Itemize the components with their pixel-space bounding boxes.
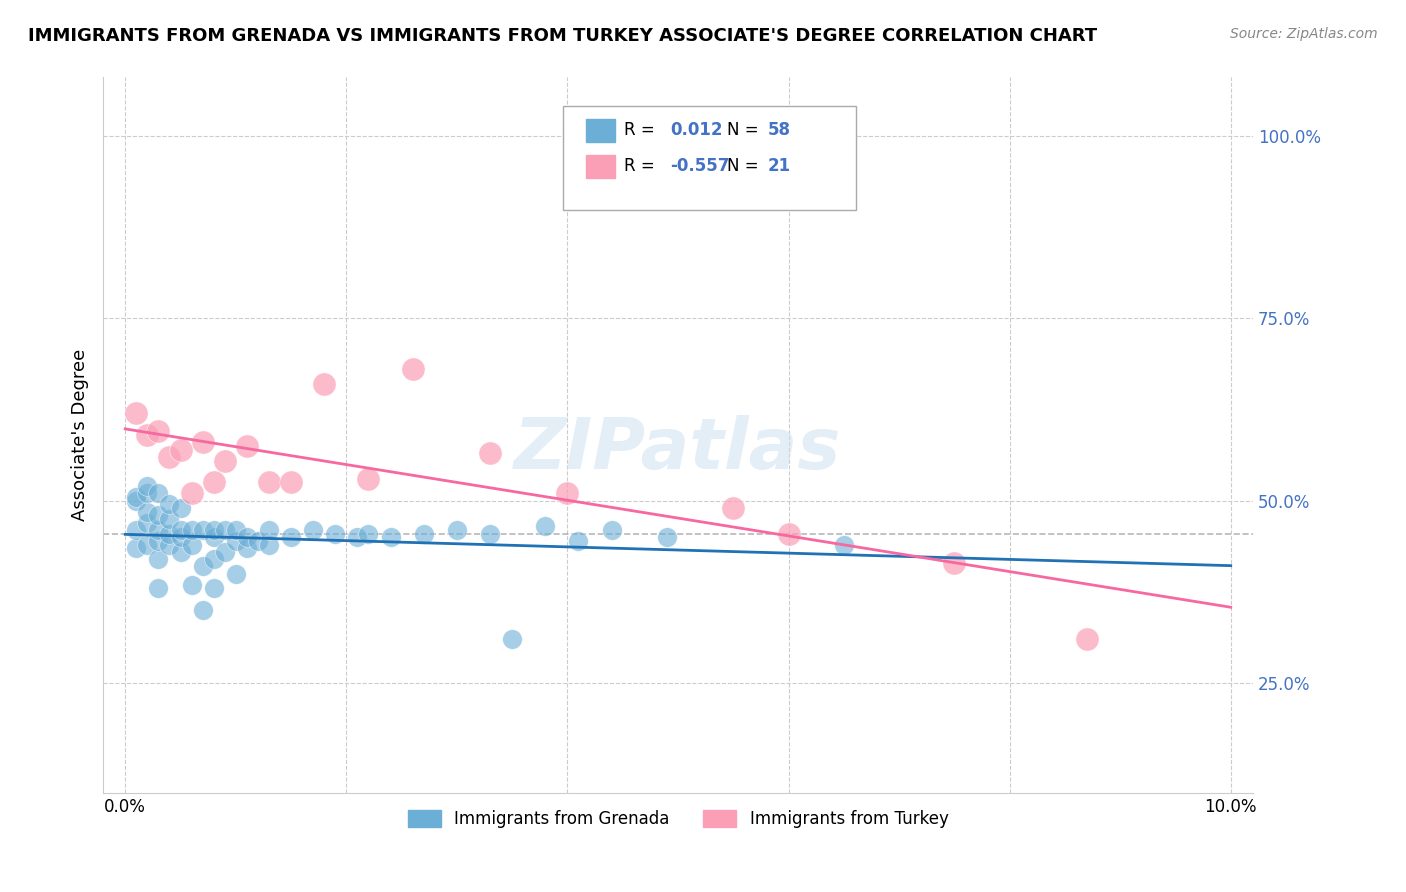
Point [159, 450, 181, 464]
Point [280, 530, 302, 544]
Point [136, 516, 159, 530]
Point [257, 475, 280, 490]
Point [125, 523, 148, 537]
Point [225, 523, 247, 537]
Point [567, 533, 589, 548]
Point [236, 439, 259, 453]
Point [125, 406, 148, 420]
Point [136, 428, 159, 442]
Point [202, 475, 225, 490]
Text: N =: N = [727, 121, 759, 139]
Point [214, 523, 236, 537]
Point [136, 486, 159, 500]
Point [180, 523, 202, 537]
Text: 0.012: 0.012 [669, 121, 723, 139]
Point [148, 508, 170, 523]
Point [412, 526, 434, 541]
Point [125, 493, 148, 508]
Point [943, 556, 966, 570]
Point [148, 552, 170, 566]
Point [148, 523, 170, 537]
Point [302, 523, 325, 537]
Text: R =: R = [624, 121, 655, 139]
Point [778, 526, 800, 541]
Point [202, 582, 225, 596]
Legend: Immigrants from Grenada, Immigrants from Turkey: Immigrants from Grenada, Immigrants from… [401, 803, 955, 834]
Point [148, 486, 170, 500]
Point [257, 523, 280, 537]
Point [191, 603, 214, 617]
Point [180, 486, 202, 500]
Point [357, 472, 380, 486]
Point [125, 541, 148, 556]
Point [169, 545, 191, 559]
Point [159, 526, 181, 541]
Point [148, 582, 170, 596]
Text: Source: ZipAtlas.com: Source: ZipAtlas.com [1230, 27, 1378, 41]
Point [225, 533, 247, 548]
Bar [586, 154, 614, 178]
Point [202, 523, 225, 537]
Point [169, 530, 191, 544]
Text: R =: R = [624, 157, 655, 175]
Point [314, 376, 336, 391]
Point [159, 497, 181, 511]
Point [159, 537, 181, 551]
Point [323, 526, 346, 541]
Point [169, 442, 191, 457]
Point [148, 533, 170, 548]
Point [136, 505, 159, 519]
FancyBboxPatch shape [562, 106, 856, 210]
Point [380, 530, 402, 544]
Point [479, 526, 502, 541]
Point [557, 486, 579, 500]
Point [191, 435, 214, 450]
Point [148, 425, 170, 439]
Point [125, 490, 148, 504]
Point [479, 446, 502, 460]
Text: IMMIGRANTS FROM GRENADA VS IMMIGRANTS FROM TURKEY ASSOCIATE'S DEGREE CORRELATION: IMMIGRANTS FROM GRENADA VS IMMIGRANTS FR… [28, 27, 1097, 45]
Y-axis label: Associate's Degree: Associate's Degree [72, 349, 89, 521]
Point [446, 523, 468, 537]
Point [180, 537, 202, 551]
Point [191, 559, 214, 574]
Point [1076, 632, 1098, 647]
Point [346, 530, 368, 544]
Text: -0.557: -0.557 [669, 157, 730, 175]
Point [534, 519, 557, 533]
Point [214, 545, 236, 559]
Point [357, 526, 380, 541]
Point [280, 475, 302, 490]
Text: ZIPatlas: ZIPatlas [515, 415, 842, 483]
Text: N =: N = [727, 157, 759, 175]
Point [214, 453, 236, 467]
Point [169, 501, 191, 516]
Point [169, 523, 191, 537]
Point [402, 362, 425, 376]
Point [159, 512, 181, 526]
Point [136, 537, 159, 551]
Point [723, 501, 745, 516]
Text: 21: 21 [768, 157, 790, 175]
Text: 58: 58 [768, 121, 790, 139]
Point [832, 537, 855, 551]
Point [257, 537, 280, 551]
Point [191, 523, 214, 537]
Point [180, 577, 202, 591]
Point [655, 530, 678, 544]
Point [236, 541, 259, 556]
Point [202, 530, 225, 544]
Point [225, 566, 247, 581]
Point [202, 552, 225, 566]
Point [501, 632, 523, 647]
Point [246, 533, 269, 548]
Point [600, 523, 623, 537]
Point [236, 530, 259, 544]
Point [136, 479, 159, 493]
Bar [586, 119, 614, 142]
